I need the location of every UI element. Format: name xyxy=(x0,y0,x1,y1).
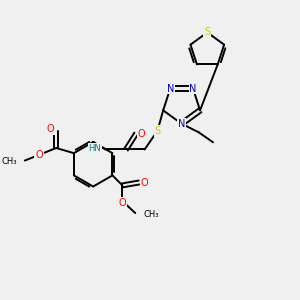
Text: O: O xyxy=(118,197,126,208)
Text: O: O xyxy=(141,178,148,188)
Text: O: O xyxy=(46,124,54,134)
Text: N: N xyxy=(178,119,185,129)
Text: CH₃: CH₃ xyxy=(144,210,159,219)
Text: O: O xyxy=(137,129,145,139)
Text: HN: HN xyxy=(88,143,101,152)
Text: S: S xyxy=(204,27,210,38)
Text: S: S xyxy=(154,126,160,136)
Text: O: O xyxy=(35,150,43,160)
Text: CH₃: CH₃ xyxy=(1,158,17,166)
Text: N: N xyxy=(189,84,197,94)
Text: N: N xyxy=(167,84,174,94)
